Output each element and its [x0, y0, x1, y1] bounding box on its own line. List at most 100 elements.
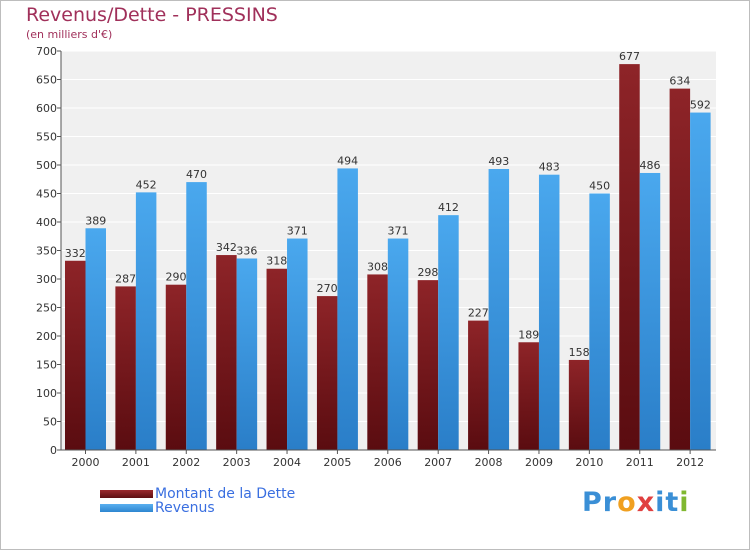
- value-label-dette-2004: 318: [266, 255, 287, 268]
- value-labels: 332 389 287 452 290 470 342 336 318 371 270 494 308 3…: [65, 50, 711, 359]
- x-tick-label: 2008: [475, 456, 503, 469]
- x-tick-label: 2003: [223, 456, 251, 469]
- chart-title: Revenus/Dette - PRESSINS: [26, 4, 278, 26]
- bar-revenus-2001: [135, 192, 157, 451]
- x-tick-label: 2010: [575, 456, 603, 469]
- y-tick-label: 300: [36, 273, 57, 286]
- bar-revenus-2004: [287, 238, 308, 450]
- logo-letter: i: [679, 487, 690, 518]
- logo-letter: t: [665, 487, 680, 518]
- x-tick-label: 2009: [525, 456, 553, 469]
- value-label-dette-2010: 158: [569, 346, 590, 359]
- logo-letter: o: [617, 487, 637, 518]
- bar-revenus-2009: [538, 174, 560, 450]
- bar-dette-2009: [518, 342, 539, 450]
- legend-label-dette: Montant de la Dette: [155, 486, 296, 502]
- x-tick-label: 2004: [273, 456, 301, 469]
- logo-letter: x: [636, 487, 656, 518]
- x-tick-label: 2011: [626, 456, 654, 469]
- value-label-revenus-2004: 371: [287, 225, 308, 238]
- bar-revenus-2003: [236, 258, 258, 450]
- x-tick-label: 2007: [424, 456, 452, 469]
- y-tick-label: 250: [36, 302, 57, 315]
- y-tick-label: 50: [43, 416, 57, 429]
- y-tick-label: 0: [50, 444, 57, 457]
- value-label-revenus-2010: 450: [589, 180, 610, 193]
- logo-letter: i: [655, 487, 666, 518]
- value-label-revenus-2009: 483: [539, 161, 560, 174]
- value-label-dette-2000: 332: [65, 247, 86, 260]
- bar-dette-2003: [216, 255, 237, 450]
- value-label-revenus-2011: 486: [639, 159, 660, 172]
- y-tick-label: 600: [36, 102, 57, 115]
- y-tick-label: 550: [36, 131, 57, 144]
- value-label-dette-2002: 290: [166, 271, 187, 284]
- bar-dette-2011: [619, 64, 640, 451]
- bar-revenus-2011: [639, 172, 661, 451]
- x-tick-label: 2000: [72, 456, 100, 469]
- y-tick-label: 450: [36, 188, 57, 201]
- value-label-dette-2001: 287: [115, 272, 136, 285]
- bar-dette-2004: [266, 268, 288, 450]
- bar-revenus-2007: [438, 215, 459, 450]
- bar-dette-2010: [568, 359, 590, 450]
- value-label-revenus-2005: 494: [337, 154, 358, 167]
- value-label-dette-2003: 342: [216, 241, 237, 254]
- y-tick-label: 500: [36, 159, 57, 172]
- y-tick-label: 100: [36, 387, 57, 400]
- bars-group: [65, 64, 711, 451]
- value-label-dette-2009: 189: [518, 328, 539, 341]
- axes-group: 0 50 100 150 200 250 300 350 400 450 500 550 600 650 7…: [36, 45, 716, 469]
- x-tick-label: 2001: [122, 456, 150, 469]
- x-tick-label: 2006: [374, 456, 402, 469]
- y-tick-label: 700: [36, 45, 57, 58]
- logo-letter: P: [582, 487, 603, 518]
- legend-swatch-revenus: [100, 504, 153, 512]
- y-tick-label: 150: [36, 359, 57, 372]
- value-label-revenus-2001: 452: [136, 178, 157, 191]
- value-label-revenus-2008: 493: [488, 155, 509, 168]
- proxiti-logo: Proxiti: [582, 487, 690, 518]
- bar-dette-2000: [65, 260, 86, 450]
- y-tick-label: 200: [36, 330, 57, 343]
- chart-subtitle: (en milliers d'€): [26, 28, 113, 41]
- bar-revenus-2002: [186, 182, 207, 450]
- value-label-dette-2008: 227: [468, 307, 489, 320]
- bar-dette-2006: [367, 274, 388, 450]
- value-label-revenus-2012: 592: [690, 99, 711, 112]
- legend-label-revenus: Revenus: [155, 500, 215, 516]
- bar-dette-2007: [417, 280, 439, 450]
- bar-revenus-2010: [589, 193, 610, 450]
- bar-revenus-2005: [337, 168, 358, 451]
- bar-dette-2002: [165, 284, 187, 450]
- value-label-dette-2012: 634: [669, 75, 690, 88]
- y-tick-label: 400: [36, 216, 57, 229]
- bar-revenus-2006: [387, 238, 409, 450]
- bar-dette-2005: [316, 296, 338, 450]
- bar-dette-2012: [669, 88, 691, 451]
- y-tick-label: 650: [36, 74, 57, 87]
- value-label-dette-2006: 308: [367, 260, 388, 273]
- x-tick-label: 2002: [172, 456, 200, 469]
- value-label-revenus-2000: 389: [85, 214, 106, 227]
- legend-item-revenus: Revenus: [100, 500, 215, 516]
- value-label-revenus-2006: 371: [388, 225, 409, 238]
- legend-item-dette: Montant de la Dette: [100, 486, 295, 502]
- bar-revenus-2008: [488, 168, 510, 451]
- x-tick-label: 2005: [323, 456, 351, 469]
- y-tick-label: 350: [36, 245, 57, 258]
- bar-dette-2008: [468, 320, 489, 450]
- value-label-revenus-2003: 336: [236, 244, 257, 257]
- logo-letter: r: [602, 487, 618, 518]
- value-label-dette-2011: 677: [619, 50, 640, 63]
- value-label-revenus-2002: 470: [186, 168, 207, 181]
- legend-swatch-dette: [100, 490, 153, 498]
- value-label-revenus-2007: 412: [438, 201, 459, 214]
- bar-revenus-2012: [690, 112, 711, 450]
- bar-dette-2001: [115, 286, 136, 450]
- value-label-dette-2007: 298: [417, 266, 438, 279]
- x-tick-label: 2012: [676, 456, 704, 469]
- value-label-dette-2005: 270: [317, 282, 338, 295]
- bar-revenus-2000: [85, 228, 106, 450]
